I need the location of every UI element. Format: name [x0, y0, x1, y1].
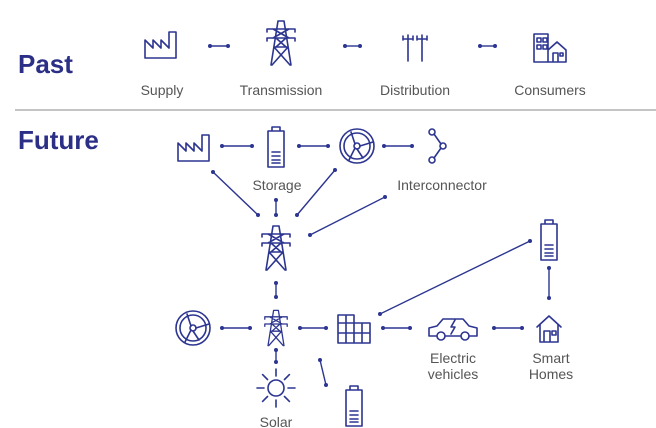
connector-dot — [298, 326, 302, 330]
connector-dot — [326, 144, 330, 148]
future-label: Interconnector — [397, 177, 487, 193]
connector-dot — [382, 144, 386, 148]
connector-dot — [358, 44, 362, 48]
connector-dot — [308, 233, 312, 237]
connector-dot — [295, 213, 299, 217]
future-label: Electric vehicles — [428, 350, 479, 382]
future-label: Solar — [260, 414, 293, 428]
connector-dot — [208, 44, 212, 48]
connector-dot — [274, 348, 278, 352]
connector-dot — [547, 296, 551, 300]
future-label: Smart Homes — [529, 350, 573, 382]
connector — [379, 240, 531, 315]
connector-dot — [378, 312, 382, 316]
past-label: Supply — [141, 82, 184, 98]
connector-dot — [274, 213, 278, 217]
connector-dot — [274, 295, 278, 299]
connector — [309, 196, 386, 236]
connector-dot — [220, 144, 224, 148]
past-title: Past — [18, 49, 73, 79]
connector-dot — [408, 326, 412, 330]
connector-dot — [528, 239, 532, 243]
connector — [296, 169, 336, 216]
connector-dot — [478, 44, 482, 48]
past-label: Consumers — [514, 82, 586, 98]
connector-dot — [250, 144, 254, 148]
past-icons — [144, 20, 567, 66]
connector-dot — [297, 144, 301, 148]
connector-dot — [211, 170, 215, 174]
connector-dot — [410, 144, 414, 148]
connector — [319, 359, 327, 386]
future-label: Storage — [252, 177, 301, 193]
past-label: Distribution — [380, 82, 450, 98]
connector-dot — [274, 281, 278, 285]
past-label: Transmission — [240, 82, 323, 98]
connector-dot — [256, 213, 260, 217]
connector-dot — [520, 326, 524, 330]
connector-dot — [248, 326, 252, 330]
connector-dot — [274, 198, 278, 202]
connector-dot — [381, 326, 385, 330]
connector — [212, 171, 259, 216]
connector-dot — [333, 168, 337, 172]
connector-dot — [318, 358, 322, 362]
connector-dot — [383, 195, 387, 199]
future-icons — [175, 126, 562, 427]
connector-dot — [274, 360, 278, 364]
connector-dot — [547, 266, 551, 270]
connector-dot — [226, 44, 230, 48]
connector-dot — [343, 44, 347, 48]
connector-dot — [492, 326, 496, 330]
future-title: Future — [18, 125, 99, 155]
connector-dot — [220, 326, 224, 330]
connector-dot — [324, 326, 328, 330]
connectors — [208, 44, 551, 387]
connector-dot — [493, 44, 497, 48]
connector-dot — [324, 383, 328, 387]
